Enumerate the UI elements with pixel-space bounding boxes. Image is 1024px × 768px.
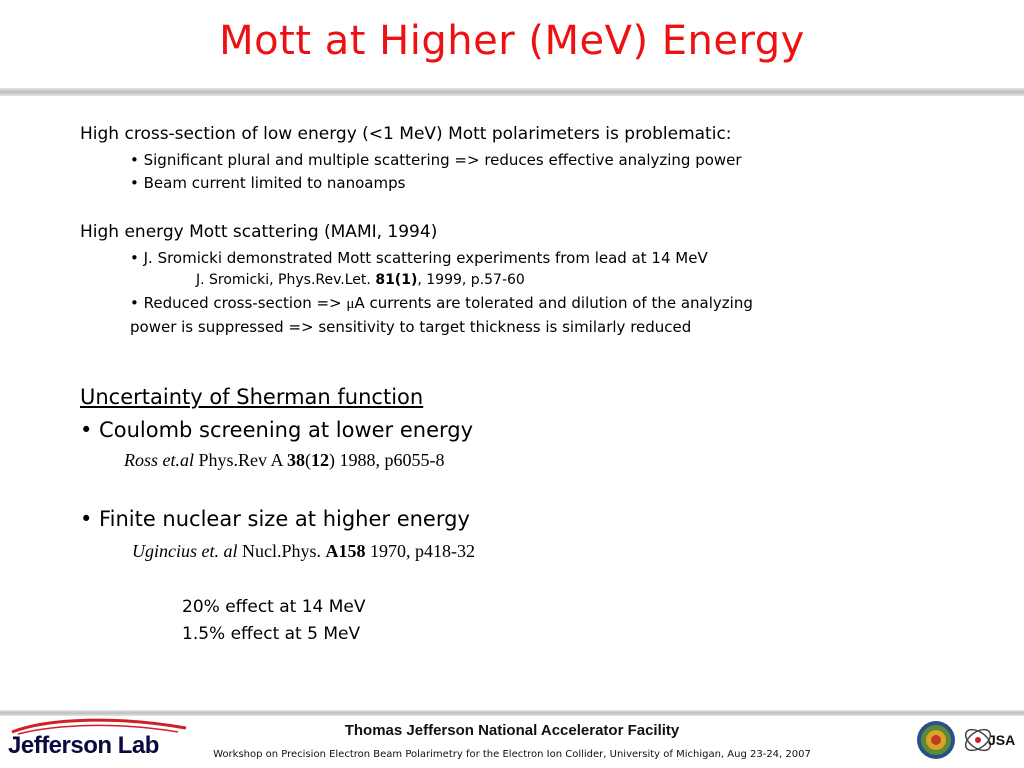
reference-authors: J. Sromicki, Phys.Rev.Let. — [196, 272, 376, 288]
jlab-swoosh-icon — [11, 718, 187, 735]
section1-bullet-2: • Beam current limited to nanoamps — [130, 174, 406, 192]
ross-reference: Ross et.al Phys.Rev A 38(12) 1988, p6055… — [124, 450, 445, 470]
workshop-caption: Workshop on Precision Electron Beam Pola… — [213, 749, 811, 760]
footer-divider — [0, 710, 1024, 716]
slide-title: Mott at Higher (MeV) Energy — [219, 18, 805, 64]
jlab-logo-text: Jefferson Lab — [8, 732, 159, 759]
sherman-heading: Uncertainty of Sherman function — [80, 385, 424, 409]
section2-bullet-2-line-2: power is suppressed => sensitivity to ta… — [130, 318, 692, 336]
finite-nuclear-size-item: • Finite nuclear size at higher energy — [80, 507, 470, 531]
effect-14mev: 20% effect at 14 MeV — [182, 597, 366, 617]
facility-name: Thomas Jefferson National Accelerator Fa… — [344, 722, 680, 739]
section2-bullet-2-line-1: • Reduced cross-section => μA currents a… — [130, 294, 753, 312]
section1-bullet-1: • Significant plural and multiple scatte… — [130, 151, 742, 169]
coulomb-screening-item: • Coulomb screening at lower energy — [80, 418, 474, 442]
jsa-logo: JSA — [964, 728, 1015, 752]
section2-heading: High energy Mott scattering (MAMI, 1994) — [80, 222, 438, 242]
section1-heading: High cross-section of low energy (<1 MeV… — [80, 124, 732, 144]
reference-volume: 81(1) — [375, 272, 418, 288]
section2-bullet-1: • J. Sromicki demonstrated Mott scatteri… — [130, 249, 708, 267]
jefferson-lab-logo: Jefferson Lab — [8, 718, 194, 764]
jsa-logo-text: JSA — [988, 732, 1015, 748]
ugincius-reference: Ugincius et. al Nucl.Phys. A158 1970, p4… — [132, 541, 476, 561]
title-divider — [0, 88, 1024, 96]
doe-seal-icon — [917, 721, 955, 759]
reference-details: , 1999, p.57-60 — [417, 272, 525, 288]
sromicki-reference: J. Sromicki, Phys.Rev.Let. 81(1), 1999, … — [196, 272, 525, 288]
ugincius-authors: Ugincius et. al — [132, 541, 238, 561]
effect-5mev: 1.5% effect at 5 MeV — [182, 624, 361, 644]
mu-symbol: μ — [346, 296, 355, 312]
ross-authors: Ross et.al — [124, 450, 194, 470]
